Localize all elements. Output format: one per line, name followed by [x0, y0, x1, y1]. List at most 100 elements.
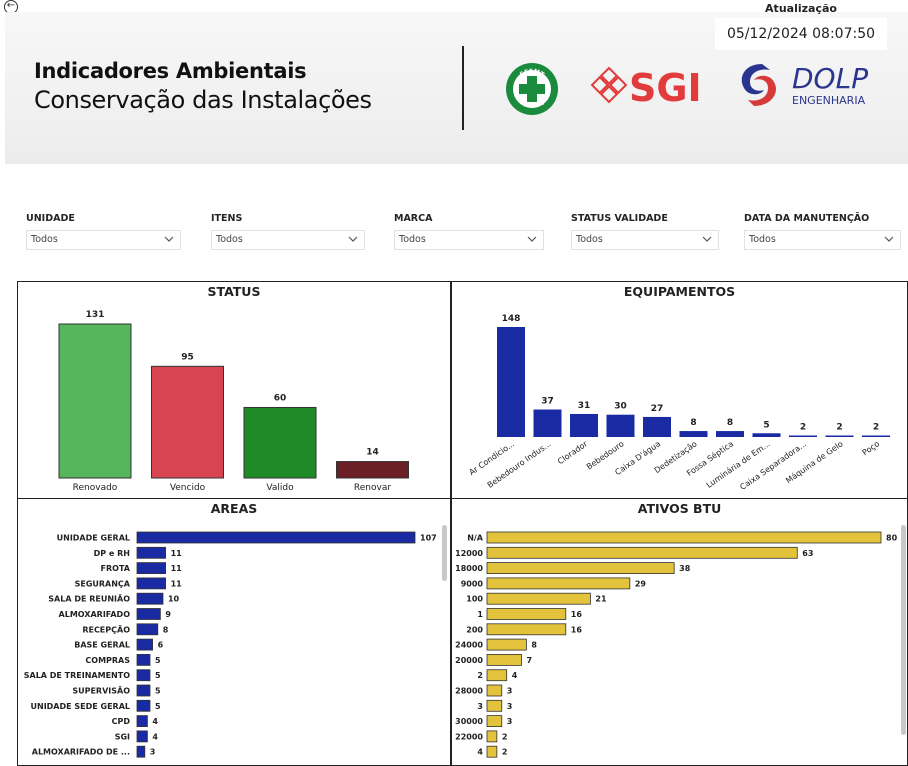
areas-scrollbar[interactable] — [442, 525, 447, 581]
page-subtitle: Conservação das Instalações — [34, 86, 372, 114]
update-label: Atualização — [765, 2, 837, 15]
areas-category-label: COMPRAS — [85, 656, 130, 665]
ativos-btu-category-label: 28000 — [455, 687, 483, 696]
equipamentos-value-label: 8 — [727, 418, 733, 428]
ativos-btu-value-label: 21 — [595, 595, 607, 604]
areas-value-label: 6 — [158, 641, 164, 650]
areas-bar-sala-de-reuniao — [136, 592, 164, 605]
ativos-btu-category-label: 100 — [466, 595, 483, 604]
equipamentos-chart-title: EQUIPAMENTOS — [623, 284, 736, 299]
ativos-btu-value-label: 63 — [802, 549, 813, 558]
ativos-btu-bar-28000 — [486, 684, 503, 697]
ativos-btu-chart-title: ATIVOS BTU — [637, 501, 722, 516]
ativos-btu-panel: ATIVOS BTU N/A 80 12000 63 18000 38 9000 29 100 2… — [451, 498, 908, 766]
filter-marca-dropdown[interactable]: Todos — [394, 230, 544, 250]
filter-unidade: UNIDADE Todos — [26, 213, 181, 250]
areas-bar-almoxarifado-de — [136, 745, 146, 758]
areas-category-label: SUPERVISÃO — [72, 686, 130, 696]
areas-category-label: ALMOXARIFADO — [59, 610, 131, 619]
equipamentos-bar-maquina-de-gelo — [825, 435, 854, 437]
ativos-btu-value-label: 2 — [502, 732, 508, 741]
status-bar-valido — [243, 406, 317, 479]
areas-value-label: 11 — [171, 564, 183, 573]
status-category-label: Renovado — [73, 483, 118, 493]
status-category-label: Renovar — [354, 483, 391, 493]
filter-itens: ITENS Todos — [211, 213, 365, 250]
ativos-btu-value-label: 16 — [571, 610, 583, 619]
filter-status-validade-dropdown[interactable]: Todos — [571, 230, 719, 250]
ativos-btu-bar-100 — [486, 592, 591, 605]
dolp-logo-subtext: ENGENHARIA — [792, 94, 866, 107]
chevron-down-icon — [348, 236, 358, 242]
ativos-btu-value-label: 3 — [507, 687, 513, 696]
sesmt-logo: SESMT SEGURANÇA — [506, 63, 558, 115]
equipamentos-bar-luminaria-de-em — [752, 433, 781, 437]
equipamentos-value-label: 37 — [541, 397, 554, 407]
areas-category-label: UNIDADE GERAL — [57, 534, 130, 543]
areas-category-label: BASE GERAL — [74, 641, 130, 650]
areas-value-label: 5 — [155, 702, 161, 711]
update-timestamp: 05/12/2024 08:07:50 — [715, 18, 887, 50]
filter-itens-dropdown[interactable]: Todos — [211, 230, 365, 250]
equipamentos-bar-fossa-septica — [716, 431, 744, 437]
ativos-btu-bar-12000 — [486, 546, 798, 559]
equipamentos-bar-bebedouro — [606, 414, 635, 437]
filter-status-validade-value: Todos — [576, 234, 603, 245]
areas-bar-almoxarifado — [136, 608, 161, 620]
chevron-down-icon — [527, 236, 537, 242]
areas-category-label: DP e RH — [94, 549, 130, 558]
filter-data-manutencao-value: Todos — [749, 234, 776, 245]
equipamentos-value-label: 148 — [502, 314, 521, 324]
ativos-btu-value-label: 3 — [507, 702, 513, 711]
equipamentos-category-label: Clorador — [556, 439, 590, 466]
ativos-btu-category-label: 2 — [477, 671, 483, 680]
ativos-btu-scrollbar[interactable] — [901, 525, 906, 735]
equipamentos-value-label: 5 — [763, 420, 769, 430]
equipamentos-value-label: 30 — [614, 402, 627, 412]
filter-marca-value: Todos — [399, 234, 426, 245]
ativos-btu-bar-200 — [486, 623, 567, 636]
areas-bar-frota — [136, 562, 166, 574]
filter-data-manutencao: DATA DA MANUTENÇÃO Todos — [744, 213, 901, 250]
areas-category-label: SEGURANÇA — [75, 579, 131, 588]
status-value-label: 131 — [86, 310, 105, 320]
areas-bar-compras — [136, 653, 151, 666]
areas-bar-sgi — [136, 730, 148, 743]
ativos-btu-category-label: 3 — [477, 702, 483, 711]
ativos-btu-category-label: 18000 — [455, 564, 483, 573]
ativos-btu-category-label: N/A — [467, 534, 484, 543]
equipamentos-bar-bebedouro-indus — [533, 409, 562, 437]
equipamentos-value-label: 2 — [836, 423, 842, 433]
ativos-btu-category-label: 1 — [477, 610, 483, 619]
areas-value-label: 3 — [150, 748, 156, 757]
ativos-btu-category-label: 4 — [477, 748, 483, 757]
filter-data-manutencao-label: DATA DA MANUTENÇÃO — [744, 213, 870, 224]
equipamentos-panel: EQUIPAMENTOS 148 Ar Condicio... 37 Bebedour… — [451, 281, 908, 499]
areas-value-label: 4 — [152, 717, 158, 726]
equipamentos-bar-clorador — [570, 413, 598, 437]
filter-data-manutencao-dropdown[interactable]: Todos — [744, 230, 901, 250]
areas-category-label: SALA DE REUNIÃO — [48, 594, 130, 604]
sgi-logo-text: SGI — [629, 66, 702, 108]
filter-unidade-dropdown[interactable]: Todos — [26, 230, 181, 250]
ativos-btu-bar-9000 — [486, 577, 631, 590]
ativos-btu-value-label: 29 — [635, 579, 647, 588]
equipamentos-value-label: 2 — [873, 423, 879, 433]
ativos-btu-value-label: 3 — [507, 717, 513, 726]
areas-category-label: SALA DE TREINAMENTO — [24, 671, 130, 680]
ativos-btu-bar-18000 — [486, 562, 675, 574]
ativos-btu-bar-3 — [486, 699, 503, 712]
status-category-label: Vencido — [170, 483, 206, 493]
page-title: Indicadores Ambientais — [34, 59, 307, 83]
areas-value-label: 107 — [420, 534, 437, 543]
equipamentos-bar-dedetizacao — [679, 431, 708, 437]
equipamentos-category-label: Bebedouro Indus... — [486, 439, 553, 490]
ativos-btu-bar-n-a — [486, 531, 882, 544]
equipamentos-value-label: 8 — [690, 418, 696, 428]
areas-value-label: 5 — [155, 687, 161, 696]
filter-marca-label: MARCA — [394, 213, 433, 224]
areas-value-label: 8 — [163, 625, 169, 634]
equipamentos-bar-caixa-d-agua — [643, 416, 671, 437]
ativos-btu-category-label: 22000 — [455, 732, 483, 741]
